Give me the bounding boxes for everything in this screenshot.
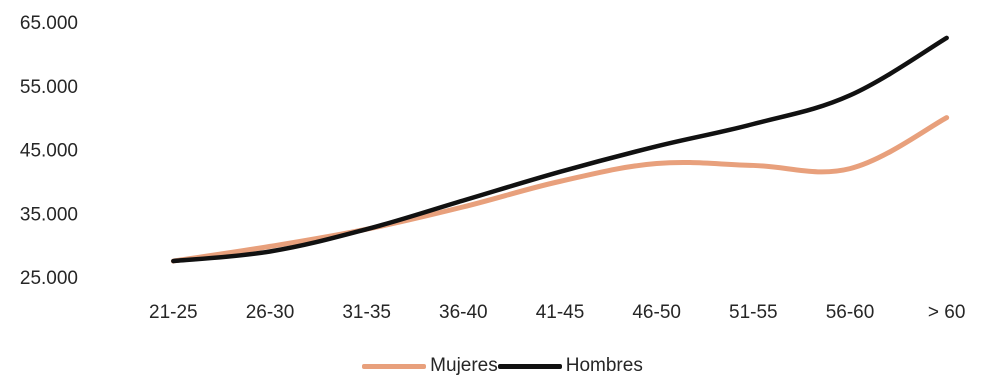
y-tick-label: 25.000 — [20, 268, 78, 289]
line-chart: 25.000 35.000 45.000 55.000 65.000 21-25 26-3… — [20, 13, 966, 323]
y-tick-label: 65.000 — [20, 13, 78, 34]
y-tick-label: 45.000 — [20, 141, 78, 162]
series-lines — [170, 35, 950, 264]
series-line-mujeres — [170, 115, 950, 264]
legend-swatch-mujeres — [362, 363, 427, 369]
x-tick-label: 31-35 — [342, 302, 391, 323]
legend-swatch-hombres — [497, 363, 562, 369]
legend-item-mujeres: Mujeres — [362, 355, 498, 377]
x-axis: 21-25 26-30 31-35 36-40 41-45 46-50 51-55 56-60… — [149, 302, 965, 323]
legend: Mujeres Hombres — [0, 353, 1005, 379]
legend-item-hombres: Hombres — [497, 355, 643, 377]
y-tick-label: 35.000 — [20, 204, 78, 225]
x-tick-label: 26-30 — [246, 302, 295, 323]
x-tick-label: 41-45 — [536, 302, 585, 323]
x-tick-label: > 60 — [928, 302, 966, 323]
x-tick-label: 51-55 — [729, 302, 778, 323]
y-tick-label: 55.000 — [20, 77, 78, 98]
x-tick-label: 46-50 — [632, 302, 681, 323]
x-tick-label: 21-25 — [149, 302, 198, 323]
legend-label-mujeres: Mujeres — [430, 355, 498, 376]
x-tick-label: 36-40 — [439, 302, 488, 323]
x-tick-label: 56-60 — [826, 302, 875, 323]
legend-label-hombres: Hombres — [565, 355, 643, 376]
series-line-hombres — [171, 35, 949, 264]
y-axis: 25.000 35.000 45.000 55.000 65.000 — [20, 13, 78, 289]
